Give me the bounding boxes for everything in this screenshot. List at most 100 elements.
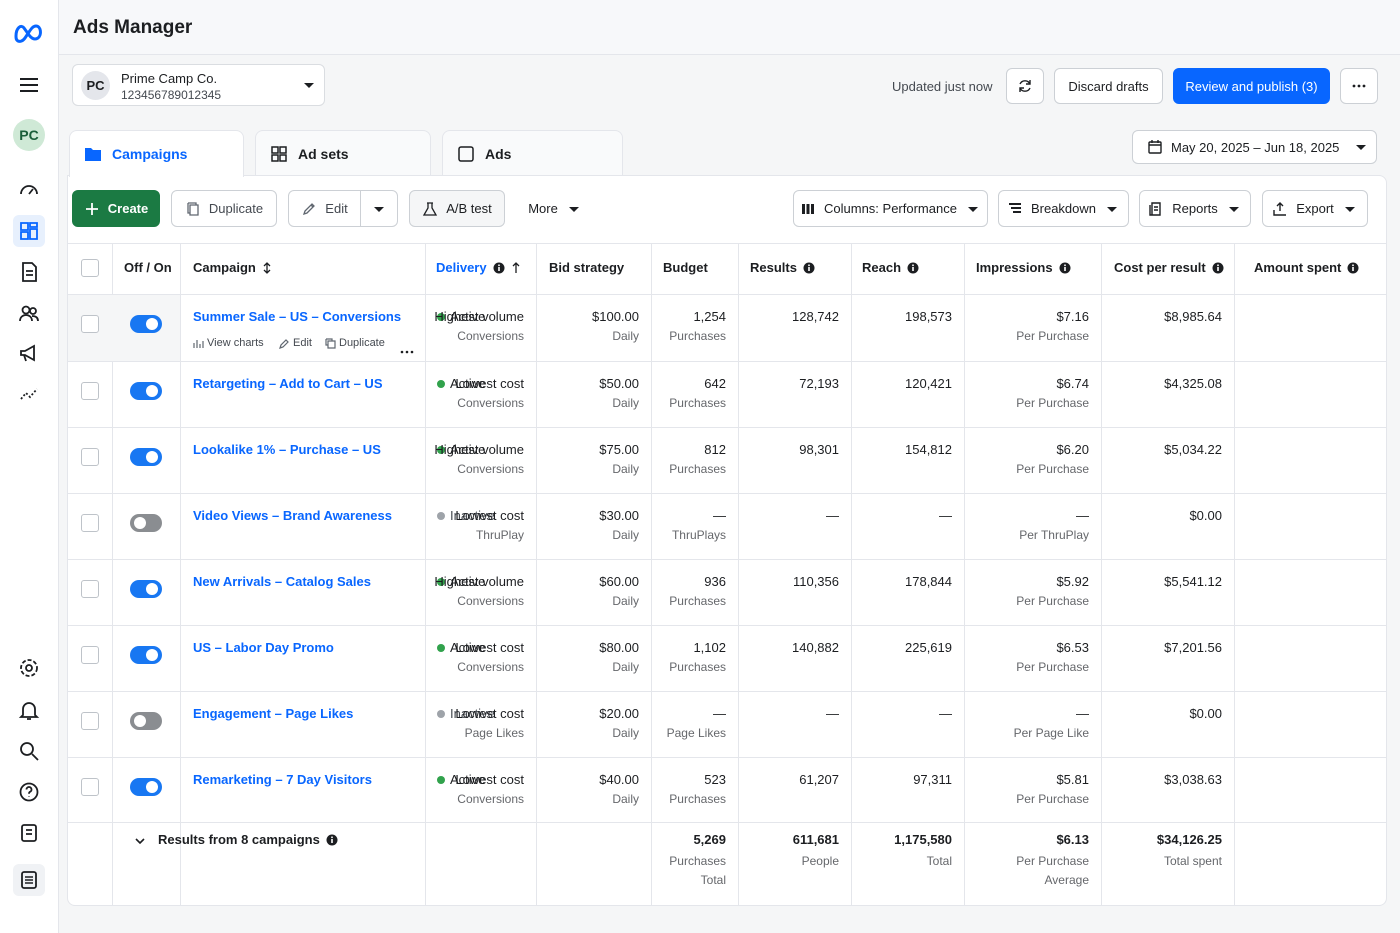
row-checkbox[interactable] [81,712,99,730]
edit-button[interactable]: Edit [288,190,361,227]
column-header-label: Budget [663,260,708,275]
toggle[interactable] [130,382,162,400]
button-label: Columns: Performance [824,201,957,216]
column-header[interactable]: Impressions [976,260,1071,276]
edit-dropdown-button[interactable] [360,190,398,227]
meta-logo[interactable] [12,18,46,44]
expand-toggle[interactable] [134,834,146,852]
sort-icon[interactable] [511,262,521,274]
icon-part [19,782,39,802]
column-header[interactable]: Bid strategy [549,260,624,276]
tab-ad-sets[interactable]: Ad sets [255,130,431,176]
sort-icon[interactable] [262,262,272,274]
row-checkbox[interactable] [81,448,99,466]
row-checkbox[interactable] [81,259,99,277]
tab-campaigns[interactable]: Campaigns [69,130,244,177]
nav-pages[interactable] [13,864,45,896]
row-checkbox[interactable] [81,315,99,333]
info-icon[interactable] [1212,262,1224,274]
more-options-button[interactable] [1340,68,1378,104]
tab-ads[interactable]: Ads [442,130,623,176]
column-header[interactable]: Amount spent [1254,260,1359,276]
row-checkbox[interactable] [81,580,99,598]
button-label: A/B test [446,201,492,216]
info-icon[interactable] [803,262,815,274]
refresh-button[interactable] [1006,68,1044,104]
discard-drafts-button[interactable]: Discard drafts [1054,68,1163,104]
nav-billing[interactable] [13,817,45,849]
nav-ads[interactable] [13,337,45,369]
campaign-name[interactable]: Engagement – Page Likes [193,706,354,721]
profile-avatar[interactable]: PC [13,119,45,151]
account-id: 123456789012345 [121,88,222,102]
nav-audiences[interactable] [13,297,45,329]
icon-part [20,344,35,362]
nav-analytics[interactable] [13,378,45,410]
row-checkbox[interactable] [81,778,99,796]
icon-part [20,659,38,677]
nav-notifications[interactable] [13,694,45,726]
toggle[interactable] [130,315,162,333]
row-checkbox[interactable] [81,382,99,400]
icon-part [1008,202,1021,213]
icon-part [568,206,579,212]
toggle[interactable] [130,646,162,664]
nav-overview[interactable] [13,174,45,206]
nav-campaigns[interactable] [13,215,45,247]
icon-part [497,264,500,267]
reports-button[interactable]: Reports [1139,190,1251,227]
column-header[interactable]: Campaign [193,260,272,276]
column-header[interactable]: Cost per result [1114,260,1224,276]
column-header[interactable]: Results [750,260,815,276]
toggle[interactable] [130,580,162,598]
campaign-name[interactable]: Remarketing – 7 Day Visitors [193,772,372,787]
column-header[interactable]: Reach [862,260,919,276]
toggle[interactable] [130,712,162,730]
icon-part [808,264,810,267]
column-header[interactable]: Delivery [436,260,521,276]
ab-test-button[interactable]: A/B test [409,190,505,227]
nav-reports[interactable] [13,256,45,288]
columns-button[interactable]: Columns: Performance [793,190,988,227]
row-checkbox[interactable] [81,646,99,664]
info-icon[interactable] [1347,262,1359,274]
more-button[interactable]: More [516,190,594,227]
toggle[interactable] [130,448,162,466]
campaign-name[interactable]: Retargeting – Add to Cart – US [193,376,383,391]
account-selector[interactable]: PC Prime Camp Co. 123456789012345 [72,64,325,106]
update-status: Updated just now [892,79,993,94]
nav-help[interactable] [13,776,45,808]
toggle[interactable] [130,778,162,796]
icon-part [20,742,34,756]
duplicate-button[interactable]: Duplicate [171,190,277,227]
publish-button[interactable]: Review and publish (3) [1173,68,1330,104]
date-range-picker[interactable]: May 20, 2025 – Jun 18, 2025 [1132,130,1377,164]
icon-part [20,78,38,92]
export-button[interactable]: Export [1262,190,1368,227]
main-panel [67,175,1387,906]
button-label: Breakdown [1030,201,1097,216]
campaign-name[interactable]: US – Labor Day Promo [193,640,334,655]
info-icon[interactable] [1059,262,1071,274]
nav-settings[interactable] [13,652,45,684]
campaign-name[interactable]: Lookalike 1% – Purchase – US [193,442,381,457]
campaign-name[interactable]: New Arrivals – Catalog Sales [193,574,371,589]
info-icon[interactable] [907,262,919,274]
row-action[interactable]: Edit [279,335,312,351]
campaign-name[interactable]: Summer Sale – US – Conversions [193,309,402,324]
campaign-name[interactable]: Video Views – Brand Awareness [193,508,392,523]
icon-part [1356,145,1367,150]
row-checkbox[interactable] [81,514,99,532]
row-more-button[interactable] [400,341,414,359]
column-header[interactable]: Budget [663,260,708,276]
menu-button[interactable] [13,69,45,101]
info-icon[interactable] [493,262,505,274]
nav-search[interactable] [13,735,45,767]
create-button[interactable]: Create [72,190,160,227]
row-action[interactable]: View charts [193,335,264,351]
breakdown-button[interactable]: Breakdown [998,190,1129,227]
toggle[interactable] [130,514,162,532]
icon-part [21,871,37,889]
column-header[interactable]: Off / On [124,260,172,276]
row-action[interactable]: Duplicate [325,335,385,351]
